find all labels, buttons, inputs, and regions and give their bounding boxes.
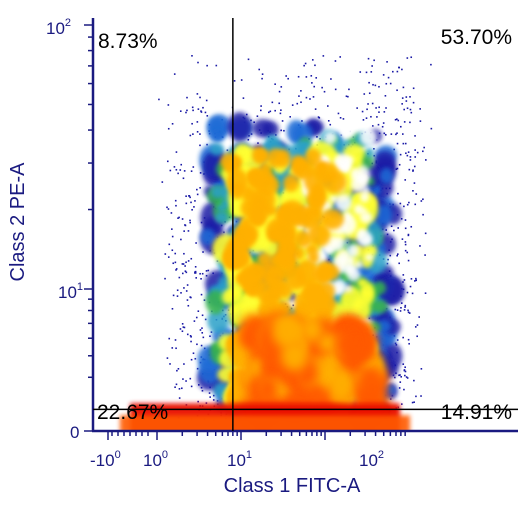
x-axis-minor-ticks [107,431,406,440]
density-cloud [120,55,433,430]
quadrant-top-right-label: 53.70% [441,26,512,49]
x-tick-label-neg1: -100 [90,449,121,470]
y-tick-label-10: 101 [58,281,83,302]
quadrant-top-left-label: 8.73% [98,30,158,53]
y-axis-minor-ticks [84,24,93,432]
quadrant-bottom-right-label: 14.91% [441,401,512,424]
x-tick-label-100: 102 [359,449,384,470]
y-tick-label-0: 0 [70,423,79,442]
x-tick-label-10: 101 [227,449,252,470]
y-axis-title: Class 2 PE-A [7,162,29,282]
y-tick-label-100: 102 [46,17,71,38]
x-tick-label-1: 100 [143,449,168,470]
quadrant-bottom-left-label: 22.67% [97,401,168,424]
x-axis-title: Class 1 FITC-A [224,475,361,497]
